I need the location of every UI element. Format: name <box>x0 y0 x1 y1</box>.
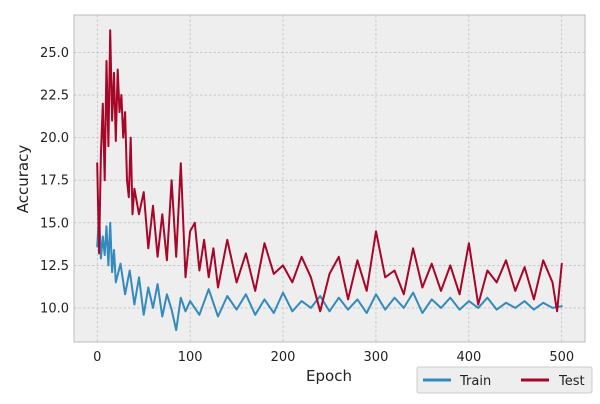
y-axis-ticks: 10.0 12.5 15.0 17.5 20.0 22.5 25.0 <box>40 46 69 316</box>
y-tick-label-3: 17.5 <box>40 174 69 189</box>
x-axis-label: Epoch <box>306 367 352 385</box>
legend-label-test: Test <box>558 374 585 389</box>
y-tick-label-0: 10.0 <box>40 301 69 316</box>
x-tick-label-1: 100 <box>178 350 203 365</box>
x-tick-label-3: 300 <box>364 350 389 365</box>
legend-label-train: Train <box>459 374 491 389</box>
plot-area-background <box>73 14 586 343</box>
x-axis-ticks: 0 100 200 300 400 500 <box>93 350 574 365</box>
y-tick-label-4: 20.0 <box>40 131 69 146</box>
legend: Train Test <box>416 366 593 394</box>
series-line-train <box>96 213 563 332</box>
x-tick-label-5: 500 <box>549 350 574 365</box>
y-tick-label-5: 22.5 <box>40 89 69 104</box>
series-line-test <box>96 29 563 313</box>
legend-box <box>416 366 593 394</box>
y-axis-label: Accuracy <box>14 145 32 214</box>
x-tick-label-2: 200 <box>271 350 296 365</box>
y-tick-label-1: 12.5 <box>40 259 69 274</box>
y-tick-label-6: 25.0 <box>40 46 69 61</box>
y-tick-label-2: 15.0 <box>40 216 69 231</box>
series-group <box>96 29 563 332</box>
grid-lines <box>74 15 585 342</box>
x-tick-label-0: 0 <box>93 350 101 365</box>
x-tick-label-4: 400 <box>456 350 481 365</box>
